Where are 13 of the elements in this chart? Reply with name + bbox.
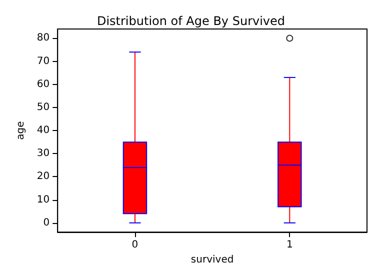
- y-tick-label: 20: [36, 171, 50, 182]
- y-axis-title: age: [16, 121, 26, 140]
- y-tick-label: 30: [36, 148, 50, 160]
- y-tick-label: 50: [36, 102, 50, 113]
- y-tick-label: 0: [43, 217, 50, 228]
- x-tick-label: 1: [286, 240, 293, 251]
- y-tick-label: 10: [36, 194, 50, 206]
- y-tick-label: 80: [36, 32, 50, 44]
- y-tick-label: 70: [36, 56, 50, 67]
- x-axis-title: survived: [190, 254, 234, 266]
- y-tick-label: 40: [36, 125, 50, 136]
- chart-title: Distribution of Age By Survived: [96, 14, 286, 28]
- y-tick-label: 60: [36, 78, 50, 90]
